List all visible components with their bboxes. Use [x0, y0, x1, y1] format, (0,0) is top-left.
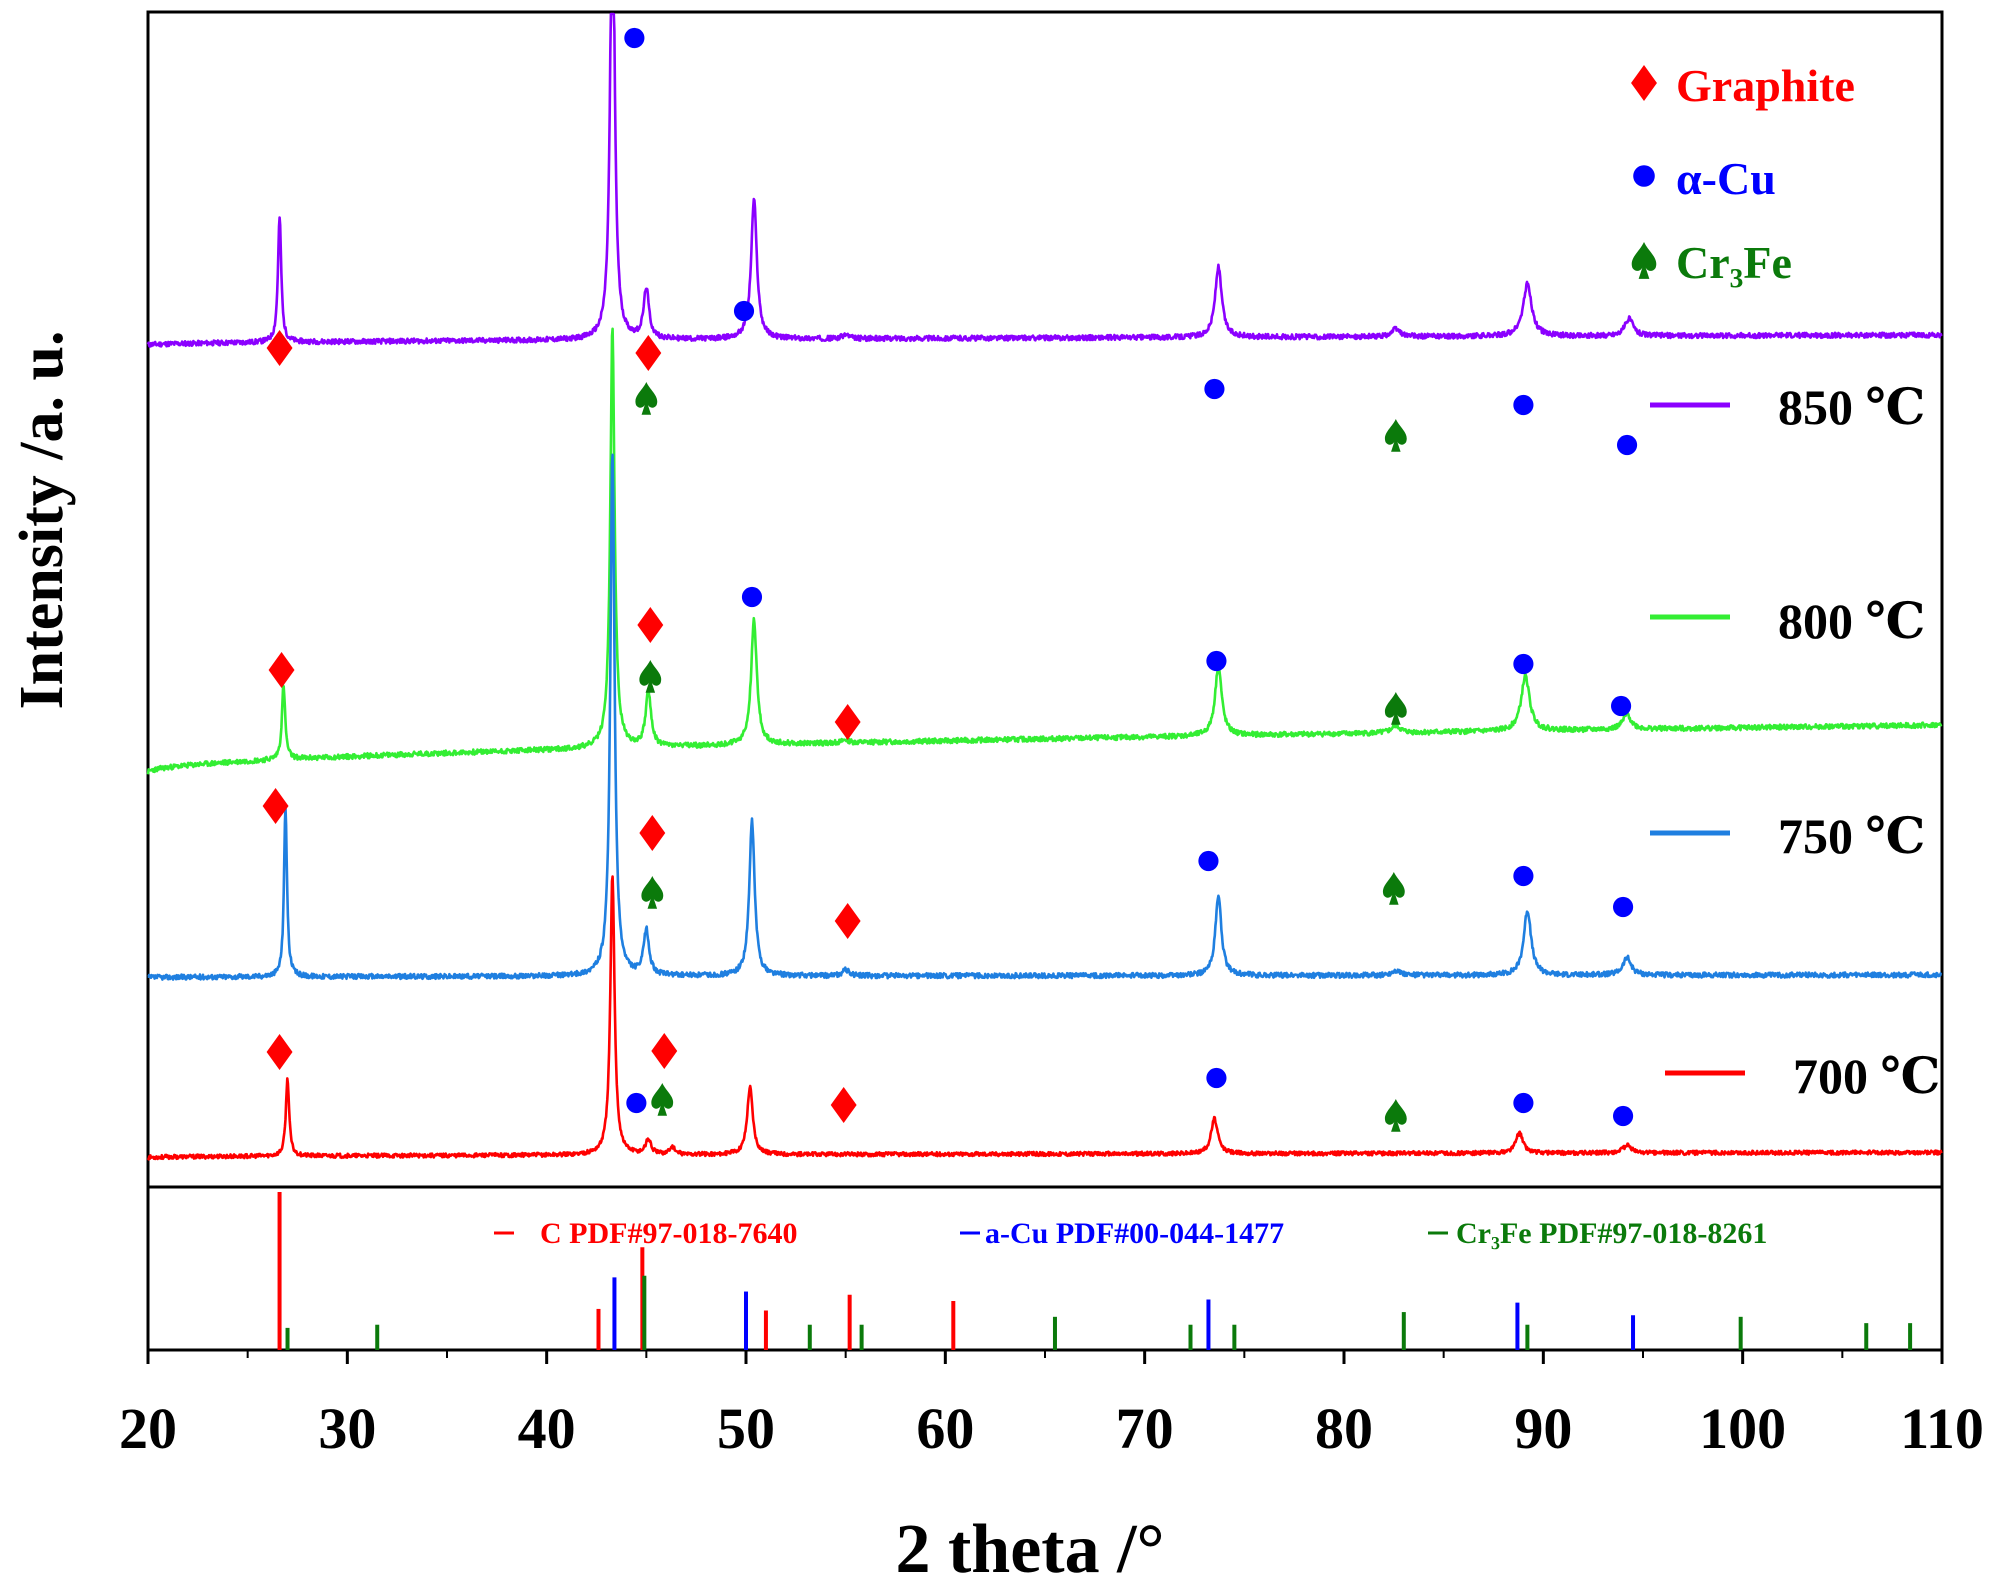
series-line-700	[146, 875, 1943, 1161]
peak-marker-circle-850-4	[733, 300, 755, 322]
series-label-700: 700 ℃	[1793, 1048, 1940, 1104]
peak-marker-circle-800-16	[1513, 653, 1534, 675]
peak-marker-circle-750-25	[1612, 896, 1634, 918]
x-tick-label-30: 30	[318, 1396, 376, 1461]
series-line-800	[146, 327, 1943, 775]
peak-marker-diamond-700-26	[266, 1034, 293, 1070]
plot-frame	[146, 10, 1944, 1352]
series-labels: 850 ℃ 800 ℃ 750 ℃ 700 ℃	[1650, 379, 1940, 1104]
peak-marker-circle-700-34	[1612, 1105, 1634, 1127]
peak-marker-spade-700-32	[1384, 1099, 1407, 1132]
x-axis: 20 30 40 50 60 70 80 90 100 110	[119, 1350, 1984, 1461]
peak-marker-diamond-750-18	[262, 788, 289, 824]
phase-legend-label-alpha-cu: α-Cu	[1676, 153, 1776, 204]
peak-marker-circle-850-8	[1616, 434, 1638, 456]
main-panel-border	[146, 10, 1944, 1352]
phase-legend-circle-icon	[1633, 165, 1655, 187]
peak-marker-circle-850-5	[1204, 378, 1225, 400]
series-line-850	[146, 12, 1943, 348]
ref-legend-label-1: a-Cu PDF#00-044-1477	[985, 1217, 1284, 1250]
x-tick-label-60: 60	[916, 1396, 974, 1461]
peak-marker-spade-750-23	[1382, 872, 1405, 905]
phase-legend-spade-icon	[1631, 242, 1657, 279]
peak-marker-circle-700-33	[1513, 1092, 1534, 1114]
peak-marker-spade-850-6	[1384, 419, 1407, 452]
peak-marker-diamond-850-0	[266, 330, 293, 366]
xrd-patterns	[146, 12, 1943, 1161]
x-tick-label-90: 90	[1514, 1396, 1572, 1461]
peak-marker-spade-800-11	[639, 660, 662, 693]
peak-marker-circle-800-12	[741, 586, 763, 608]
peak-marker-circle-800-17	[1610, 695, 1632, 717]
phase-legend-diamond-icon	[1631, 65, 1657, 101]
peak-marker-spade-850-3	[635, 382, 658, 415]
x-tick-label-50: 50	[717, 1396, 775, 1461]
peak-marker-diamond-800-10	[637, 607, 664, 643]
series-label-800: 800 ℃	[1778, 593, 1925, 649]
series-label-750: 750 ℃	[1778, 808, 1925, 864]
peak-marker-diamond-750-19	[639, 815, 666, 851]
peak-marker-spade-750-20	[641, 876, 664, 909]
peak-markers	[262, 27, 1638, 1132]
phase-legend: Graphite α-Cu Cr₃Fe	[1631, 60, 1855, 288]
peak-marker-diamond-750-21	[834, 903, 861, 939]
peak-marker-circle-850-1	[624, 27, 645, 49]
x-axis-title: 2 theta /°	[895, 1511, 1164, 1588]
peak-marker-diamond-700-30	[830, 1087, 857, 1123]
peak-marker-diamond-700-27	[651, 1033, 678, 1069]
phase-legend-label-graphite: Graphite	[1676, 60, 1855, 111]
ref-legend-label-2: Cr₃Fe PDF#97-018-8261	[1456, 1217, 1767, 1250]
y-axis-title: Intensity /a. u.	[8, 331, 76, 710]
x-tick-label-70: 70	[1116, 1396, 1174, 1461]
x-tick-label-80: 80	[1315, 1396, 1373, 1461]
peak-marker-circle-700-28	[626, 1092, 647, 1114]
peak-marker-circle-750-24	[1513, 865, 1534, 887]
x-tick-label-20: 20	[119, 1396, 177, 1461]
x-tick-label-100: 100	[1699, 1396, 1786, 1461]
peak-marker-diamond-850-2	[635, 335, 662, 371]
x-tick-label-110: 110	[1900, 1396, 1984, 1461]
peak-marker-diamond-800-13	[834, 704, 861, 740]
peak-marker-circle-700-31	[1206, 1067, 1227, 1089]
peak-marker-spade-700-29	[651, 1083, 674, 1116]
series-label-850: 850 ℃	[1778, 379, 1925, 435]
reference-legend: C PDF#97-018-7640 a-Cu PDF#00-044-1477 Cr₃…	[494, 1217, 1767, 1250]
peak-marker-circle-750-22	[1198, 850, 1219, 872]
peak-marker-spade-800-15	[1384, 692, 1407, 725]
series-line-750	[147, 453, 1943, 981]
phase-legend-label-cr-fe: Cr₃Fe	[1676, 237, 1792, 288]
peak-marker-circle-850-7	[1513, 394, 1534, 416]
peak-marker-circle-800-14	[1206, 650, 1227, 672]
reference-lines	[277, 1192, 1913, 1350]
ref-legend-label-0: C PDF#97-018-7640	[540, 1217, 797, 1250]
x-tick-label-40: 40	[518, 1396, 576, 1461]
peak-marker-diamond-800-9	[268, 652, 295, 688]
